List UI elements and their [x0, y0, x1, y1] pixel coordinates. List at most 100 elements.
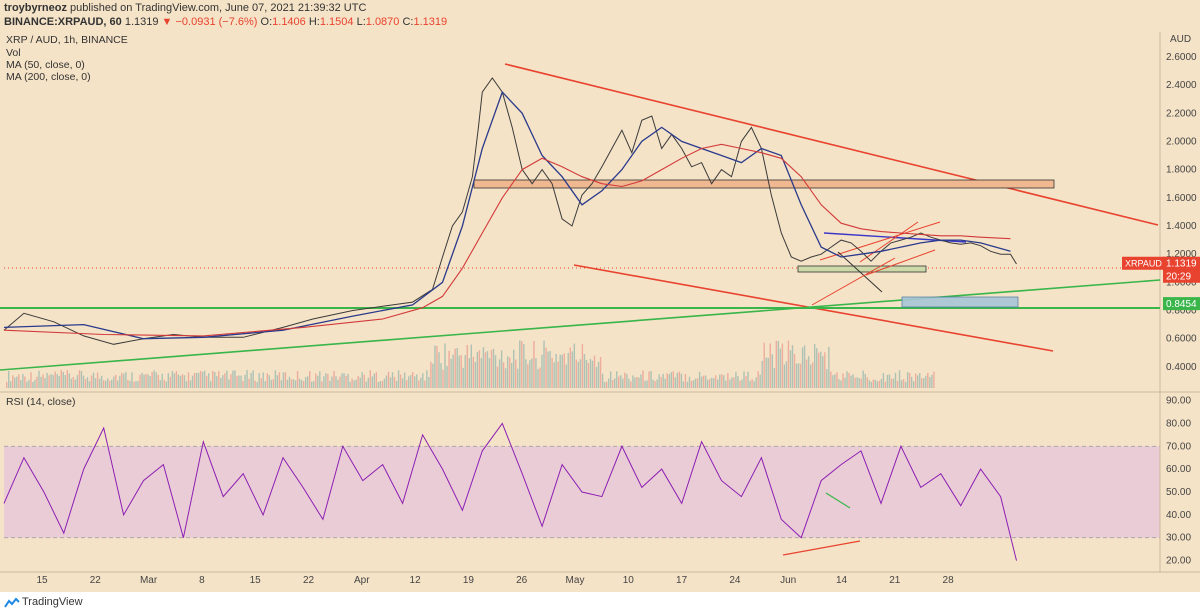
volume-bar — [145, 373, 147, 388]
rsi-axis: 90.00 80.00 70.00 60.00 50.00 40.00 30.00 20.00 — [1166, 396, 1191, 567]
time-tick-label: 24 — [729, 575, 741, 586]
volume-bar — [270, 379, 273, 388]
volume-bar — [363, 374, 365, 388]
volume-bar — [904, 381, 907, 388]
volume-bar — [252, 370, 254, 388]
volume-bar — [880, 379, 883, 388]
volume-bar — [541, 354, 543, 388]
volume-bar — [856, 377, 858, 388]
volume-bar — [240, 375, 242, 388]
volume-bar — [636, 376, 638, 388]
volume-bar — [565, 364, 567, 388]
volume-bar — [282, 372, 285, 388]
volume-bar — [575, 359, 578, 388]
volume-bar — [609, 371, 612, 388]
volume-bar — [773, 367, 775, 388]
volume-bar — [860, 378, 862, 388]
legend-ma50[interactable]: MA (50, close, 0) — [6, 59, 85, 71]
volume-bar — [638, 377, 640, 388]
price-tick-label: 1.4000 — [1166, 221, 1197, 232]
volume-bar — [614, 378, 616, 388]
volume-bar — [925, 375, 927, 388]
currency-text: AUD — [1170, 34, 1191, 45]
volume-bar — [234, 370, 236, 388]
volume-bar — [205, 375, 208, 388]
volume-bar — [12, 375, 14, 388]
volume-bar — [838, 379, 840, 388]
volume-bar — [109, 380, 111, 388]
volume-bar — [824, 352, 826, 388]
ohlc-low: 1.0870 — [365, 16, 400, 28]
volume-bar — [478, 350, 481, 388]
volume-bar — [539, 367, 541, 388]
volume-bar — [222, 375, 224, 388]
volume-bar — [60, 370, 62, 388]
volume-bar — [529, 360, 531, 388]
volume-bar — [755, 377, 757, 388]
volume-bar — [654, 381, 656, 388]
volume-bar — [797, 363, 800, 388]
volume-bar — [377, 381, 380, 388]
volume-bar — [412, 372, 414, 388]
volume-bar — [563, 353, 565, 388]
volume-bar — [410, 375, 412, 388]
volume-bar — [616, 371, 618, 388]
volume-bar — [292, 379, 295, 388]
volume-bar — [276, 375, 279, 388]
volume-bar — [757, 371, 759, 388]
volume-bar — [438, 352, 440, 388]
publisher-name[interactable]: troybyrneoz — [4, 2, 67, 14]
legend-vol[interactable]: Vol — [6, 47, 21, 59]
chart-canvas[interactable]: 2.6000 2.4000 2.2000 2.0000 1.8000 1.6000 1.40… — [0, 0, 1200, 592]
volume-bar — [260, 378, 262, 388]
volume-bar — [76, 375, 79, 388]
volume-bar — [622, 378, 624, 388]
volume-bar — [208, 373, 210, 388]
price-tick-label: 0.4000 — [1166, 362, 1197, 373]
volume-bar — [197, 372, 200, 388]
volume-bar — [256, 381, 258, 388]
volume-bar — [751, 379, 753, 388]
volume-bar — [912, 381, 915, 388]
volume-bar — [133, 381, 135, 388]
volume-bar — [274, 370, 277, 388]
volume-bar — [884, 381, 887, 388]
legend-ma200[interactable]: MA (200, close, 0) — [6, 71, 91, 83]
volume-bar — [917, 375, 919, 388]
time-tick-label: 28 — [943, 575, 955, 586]
volume-bar — [753, 381, 755, 388]
volume-bar — [597, 361, 600, 388]
volume-bar — [258, 373, 260, 388]
volume-bar — [448, 350, 450, 388]
time-tick-label: 10 — [623, 575, 635, 586]
legend-rsi[interactable]: RSI (14, close) — [6, 396, 76, 408]
symbol-line[interactable]: BINANCE:XRPAUD, 60 — [4, 16, 122, 28]
volume-bar — [290, 379, 293, 388]
volume-bar — [700, 376, 703, 388]
volume-bar — [735, 371, 737, 388]
volume-bar — [113, 376, 115, 388]
volume-bar — [921, 378, 923, 388]
legend-pair[interactable]: XRP / AUD, 1h, BINANCE — [6, 34, 128, 46]
volume-bar — [416, 374, 418, 388]
volume-bar — [78, 370, 81, 388]
volume-bar — [353, 380, 355, 388]
volume-bar — [470, 344, 472, 388]
volume-bar — [662, 373, 664, 388]
volume-bar — [58, 375, 60, 388]
volume-bar — [664, 378, 666, 388]
volume-bar — [442, 369, 444, 388]
volume-bar — [284, 372, 287, 388]
ohlc-open-label: O: — [260, 16, 273, 28]
volume-bar — [280, 380, 283, 388]
volume-bar — [319, 371, 321, 388]
volume-bar — [302, 381, 305, 388]
wedge-line — [811, 257, 896, 306]
volume-bar — [583, 354, 586, 388]
support-price-tag-text: 0.8454 — [1166, 299, 1197, 310]
volume-bar — [254, 380, 256, 388]
tradingview-brand[interactable]: TradingView — [22, 596, 83, 608]
volume-bar — [809, 364, 812, 388]
volume-bar — [414, 376, 416, 388]
